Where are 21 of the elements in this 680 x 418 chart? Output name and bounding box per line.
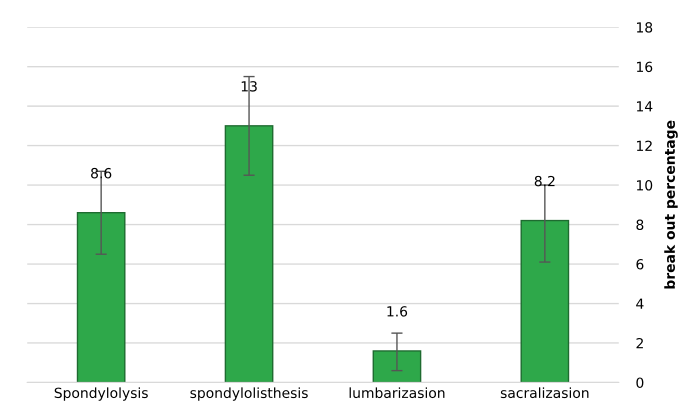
data-label: 1.6 <box>387 306 408 317</box>
y-tick-label: 12 <box>636 140 652 151</box>
y-tick-label: 0 <box>636 377 644 388</box>
y-tick-label: 10 <box>636 180 652 191</box>
y-axis-title: break out percentage <box>664 120 678 288</box>
y-tick-label: 16 <box>636 62 652 72</box>
y-tick-label: 4 <box>636 298 644 309</box>
bar <box>520 220 570 382</box>
y-tick-label: 2 <box>636 338 643 348</box>
x-tick-label: spondylolisthesis <box>190 387 308 401</box>
y-tick-label: 6 <box>636 259 644 270</box>
x-tick-label: lumbarizasion <box>350 387 444 398</box>
x-tick-label: sacralizasion <box>500 387 588 398</box>
bar <box>224 125 274 382</box>
x-tick-label: Spondylolysis <box>54 387 148 401</box>
y-tick-label: 14 <box>636 101 652 112</box>
y-tick-label: 8 <box>636 220 644 230</box>
y-tick-label: 18 <box>636 22 652 33</box>
bar <box>76 212 126 382</box>
bar <box>372 350 422 382</box>
data-label: 8.2 <box>534 176 555 186</box>
